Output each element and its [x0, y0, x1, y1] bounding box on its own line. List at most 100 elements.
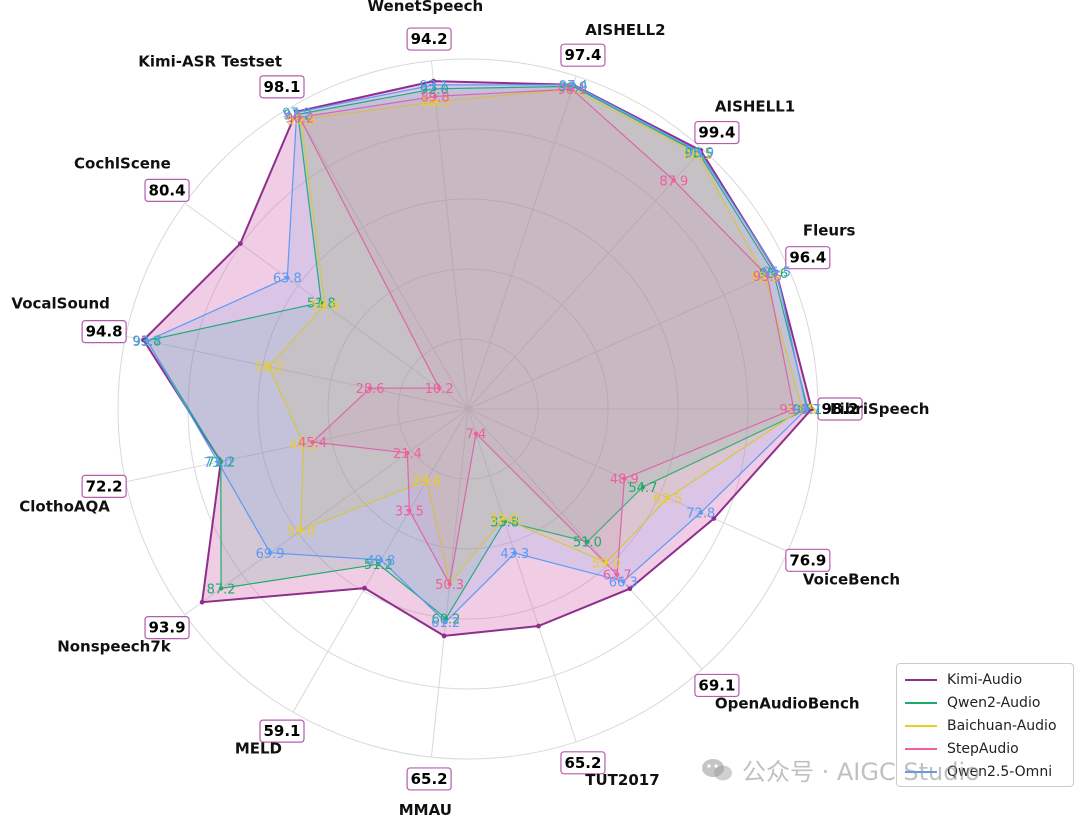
axis-label-fleurs: Fleurs [803, 221, 856, 239]
axis-label-cochlscene: CochlScene [74, 155, 171, 173]
kimi-value-box-kimi-asr-testset [259, 75, 305, 99]
kimi-value-box-nonspeech7k [144, 616, 190, 640]
kimi-value-wenetspeech: 94.2 [411, 30, 448, 48]
wechat-icon [702, 758, 732, 780]
spoke-wenetspeech [430, 60, 469, 410]
point-stepaudio-aishell2 [569, 86, 575, 92]
value-baichuan-audio-meld: 23.6 [412, 475, 441, 490]
legend-item-stepaudio: StepAudio [905, 737, 1065, 760]
value-qwen2-5-omni-voicebench: 72.8 [686, 507, 715, 522]
point-stepaudio-mmau [447, 581, 452, 587]
kimi-value-clothoaqa: 72.2 [86, 477, 123, 495]
value-stepaudio-wenetspeech: 89.8 [421, 90, 450, 105]
value-qwen2-5-omni-meld: 49.8 [366, 554, 395, 569]
value-qwen2-5-omni-clothoaqa: 73.0 [204, 456, 233, 471]
kimi-value-nonspeech7k: 93.9 [149, 619, 186, 637]
value-qwen2-5-omni-librispeech: 96.7 [792, 403, 821, 418]
point-stepaudio-wenetspeech [432, 94, 438, 99]
kimi-value-box-cochlscene [144, 178, 190, 202]
value-stepaudio-librispeech: 93.1 [779, 403, 808, 418]
value-stepaudio-voicebench: 48.9 [610, 473, 639, 488]
point-stepaudio-kimi-asr-testset [297, 115, 302, 120]
value-baichuan-audio-fleurs: 92.9 [751, 271, 780, 286]
kimi-value-box-librispeech [817, 397, 863, 421]
point-stepaudio-fleurs [765, 273, 770, 278]
point-kimi-audio-wenetspeech [431, 78, 436, 84]
point-kimi-audio-voicebench [711, 516, 717, 521]
point-kimi-audio-nonspeech7k [199, 599, 205, 605]
value-baichuan-audio-aishell1: 98.1 [683, 148, 712, 163]
point-qwen2-audio-wenetspeech [432, 86, 437, 91]
point-qwen2-5-omni-wenetspeech [431, 82, 437, 88]
value-qwen2-5-omni-nonspeech7k: 69.9 [256, 547, 285, 562]
kimi-value-mmau: 65.2 [411, 770, 448, 788]
axis-label-aishell2: AISHELL2 [585, 21, 665, 39]
kimi-value-kimi-asr-testset: 98.1 [263, 78, 300, 96]
legend-item-kimi-audio: Kimi-Audio [905, 668, 1065, 691]
axis-label-clothoaqa: ClothoAQA [19, 498, 110, 516]
point-qwen2-5-omni-tut2017 [512, 550, 518, 556]
point-qwen2-5-omni-aishell1 [697, 149, 702, 154]
legend-item-qwen2-5-omni: Qwen2.5-Omni [905, 760, 1065, 783]
kimi-value-box-aishell1 [694, 120, 740, 145]
value-stepaudio-fleurs: 93.6 [753, 270, 782, 285]
point-qwen2-5-omni-aishell2 [571, 82, 576, 87]
value-baichuan-audio-nonspeech7k: 59.0 [286, 524, 315, 539]
value-baichuan-audio-tut2017: 32.9 [489, 513, 518, 528]
kimi-value-box-voicebench [785, 548, 831, 572]
axis-label-meld: MELD [235, 740, 282, 758]
kimi-value-box-mmau [406, 767, 452, 791]
spoke-clothoaqa [125, 408, 469, 483]
point-qwen2-5-omni-librispeech [804, 406, 809, 412]
legend-item-baichuan-audio: Baichuan-Audio [905, 714, 1065, 737]
spoke-voicebench [467, 408, 788, 552]
kimi-value-box-vocalsound [81, 320, 127, 344]
value-baichuan-audio-vocalsound: 58.2 [254, 361, 283, 376]
chart-legend: Kimi-Audio Qwen2-Audio Baichuan-Audio StepA… [896, 663, 1074, 787]
axis-label-voicebench: VoiceBench [803, 571, 900, 589]
kimi-value-box-aishell2 [560, 43, 606, 67]
value-qwen2-audio-meld: 51.2 [364, 558, 393, 573]
spoke-vocalsound [125, 335, 469, 410]
point-stepaudio-cochlscene [436, 385, 442, 391]
kimi-value-box-wenetspeech [406, 27, 452, 51]
value-qwen2-5-omni-aishell2: 97.4 [559, 79, 588, 94]
value-baichuan-audio-wenetspeech: 88.3 [421, 96, 450, 111]
value-qwen2-5-omni-fleurs: 96.5 [762, 266, 791, 281]
spoke-nonspeech7k [184, 408, 469, 616]
point-baichuan-audio-openaudiobench [603, 560, 609, 565]
spoke-aishell1 [467, 148, 703, 410]
point-qwen2-5-omni-nonspeech7k [267, 550, 273, 556]
axis-label-aishell1: AISHELL1 [715, 98, 795, 116]
value-qwen2-5-omni-mmau: 61.2 [431, 616, 460, 631]
value-baichuan-audio-kimi-asr-testset: 95.5 [286, 114, 315, 129]
kimi-value-tut2017: 65.2 [564, 754, 601, 772]
point-stepaudio-voicebench [622, 476, 627, 481]
point-qwen2-audio-mmau [443, 616, 449, 621]
spoke-openaudiobench [467, 408, 703, 670]
legend-swatch [905, 770, 937, 773]
kimi-value-box-clothoaqa [81, 474, 127, 498]
point-qwen2-audio-nonspeech7k [218, 586, 224, 591]
point-baichuan-audio-librispeech [800, 406, 805, 412]
point-stepaudio-tut2017 [473, 431, 479, 436]
point-kimi-audio-vocalsound [141, 337, 146, 343]
point-kimi-audio-tut2017 [536, 623, 541, 629]
legend-item-qwen2-audio: Qwen2-Audio [905, 691, 1065, 714]
value-qwen2-audio-kimi-asr-testset: 97.2 [283, 108, 312, 123]
value-qwen2-audio-voicebench: 54.7 [628, 481, 657, 496]
kimi-value-box-openaudiobench [694, 673, 740, 698]
value-stepaudio-cochlscene: 10.2 [425, 382, 454, 397]
value-qwen2-5-omni-tut2017: 43.3 [500, 547, 529, 562]
point-qwen2-5-omni-meld [378, 557, 384, 563]
kimi-value-aishell1: 99.4 [698, 124, 735, 142]
value-baichuan-audio-openaudiobench: 59.0 [592, 556, 621, 571]
axis-label-kimi-asr-testset: Kimi-ASR Testset [138, 52, 282, 70]
kimi-value-fleurs: 96.4 [789, 249, 826, 267]
point-baichuan-audio-cochlscene [322, 302, 327, 308]
kimi-value-box-tut2017 [560, 751, 606, 775]
kimi-value-openaudiobench: 69.1 [698, 676, 735, 694]
point-stepaudio-librispeech [791, 406, 797, 412]
kimi-value-box-fleurs [785, 246, 831, 270]
